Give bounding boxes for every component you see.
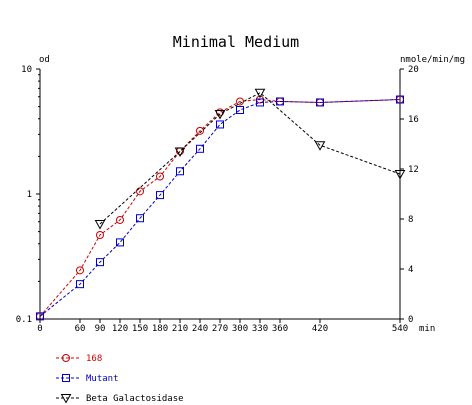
- y-right-ticks: 0 4 8 12 16 20: [400, 65, 419, 325]
- y-right-tick-label: 12: [408, 165, 419, 175]
- x-tick-label: 150: [132, 324, 148, 334]
- data-point-mutant: [176, 167, 184, 176]
- data-point-mutant: [156, 191, 164, 200]
- legend-marker-168: [62, 354, 70, 362]
- data-point-168: [156, 172, 164, 181]
- data-point-beta-galactosidase: [174, 147, 186, 158]
- legend: 168 Mutant Beta Galactosidase: [56, 354, 184, 404]
- data-point-mutant: [256, 98, 264, 107]
- y-left-tick-label: 1: [27, 190, 32, 200]
- data-point-beta-galactosidase: [94, 220, 106, 230]
- legend-label-beta-galactosidase: Beta Galactosidase: [86, 394, 184, 404]
- data-point-mutant: [116, 238, 124, 247]
- data-point-mutant: [36, 312, 44, 321]
- data-point-mutant: [136, 214, 144, 223]
- y-right-tick-label: 8: [408, 215, 413, 225]
- legend-marker-beta-galactosidase: [60, 394, 72, 404]
- data-point-mutant: [216, 120, 224, 129]
- data-point-mutant: [76, 280, 84, 289]
- x-tick-label: 330: [252, 324, 268, 334]
- legend-label-mutant: Mutant: [86, 374, 119, 384]
- legend-marker-mutant: [62, 374, 70, 382]
- x-tick-label: 90: [95, 324, 106, 334]
- data-point-168: [196, 126, 204, 135]
- series-group: [36, 88, 406, 321]
- chart-title: Minimal Medium: [173, 33, 299, 51]
- x-tick-label: 300: [232, 324, 248, 334]
- y-left-tick-label: 10: [21, 65, 32, 75]
- x-axis-unit-label: min: [419, 324, 435, 334]
- y-left-tick-label: 0.1: [16, 315, 32, 325]
- data-point-mutant: [196, 144, 204, 153]
- x-tick-label: 0: [37, 324, 42, 334]
- x-tick-label: 210: [172, 324, 188, 334]
- data-point-beta-galactosidase: [254, 88, 266, 99]
- data-point-mutant: [316, 98, 324, 107]
- series-line-168: [39, 99, 401, 317]
- x-ticks: 0 60 90 120 150 180 210 240 270 300 330 360 420 540: [37, 319, 408, 334]
- data-point-beta-galactosidase: [394, 170, 406, 180]
- y-left-axis-label: od: [39, 55, 50, 65]
- y-right-tick-label: 0: [408, 315, 413, 325]
- data-point-mutant: [96, 258, 104, 267]
- x-tick-label: 60: [75, 324, 86, 334]
- y-right-tick-label: 4: [408, 265, 413, 275]
- x-tick-label: 180: [152, 324, 168, 334]
- data-point-beta-galactosidase: [214, 110, 226, 120]
- data-point-168: [236, 97, 244, 106]
- data-point-168: [76, 266, 84, 275]
- x-tick-label: 120: [112, 324, 128, 334]
- x-tick-label: 240: [192, 324, 208, 334]
- x-tick-label: 420: [312, 324, 328, 334]
- y-left-ticks: 0.1 1 10: [16, 65, 40, 325]
- x-tick-label: 270: [212, 324, 228, 334]
- x-tick-label: 540: [392, 324, 408, 334]
- series-line-beta-galactosidase: [99, 92, 401, 225]
- y-right-axis-label: nmole/min/mg: [400, 55, 465, 65]
- data-point-mutant: [396, 95, 404, 104]
- data-point-mutant: [236, 105, 244, 114]
- data-point-168: [96, 230, 104, 239]
- data-point-168: [136, 187, 144, 196]
- data-point-beta-galactosidase: [314, 141, 326, 151]
- data-point-mutant: [276, 97, 284, 106]
- legend-label-168: 168: [86, 354, 102, 364]
- y-right-tick-label: 20: [408, 65, 419, 75]
- x-tick-label: 360: [272, 324, 288, 334]
- series-line-mutant: [39, 99, 401, 317]
- data-point-168: [116, 215, 124, 224]
- y-right-tick-label: 16: [408, 115, 419, 125]
